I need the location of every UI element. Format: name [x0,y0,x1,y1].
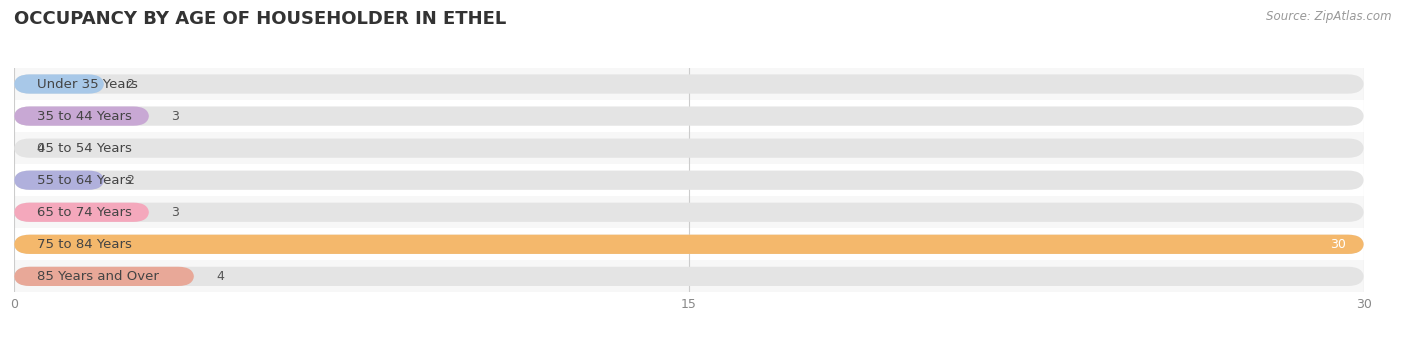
Text: 2: 2 [127,174,135,187]
FancyBboxPatch shape [14,267,194,286]
Text: 4: 4 [217,270,225,283]
Text: OCCUPANCY BY AGE OF HOUSEHOLDER IN ETHEL: OCCUPANCY BY AGE OF HOUSEHOLDER IN ETHEL [14,10,506,28]
FancyBboxPatch shape [14,106,1364,126]
Text: 75 to 84 Years: 75 to 84 Years [37,238,131,251]
FancyBboxPatch shape [14,203,1364,222]
Text: Source: ZipAtlas.com: Source: ZipAtlas.com [1267,10,1392,23]
FancyBboxPatch shape [14,106,149,126]
Text: Under 35 Years: Under 35 Years [37,78,138,90]
FancyBboxPatch shape [14,235,1364,254]
FancyBboxPatch shape [14,74,104,94]
FancyBboxPatch shape [14,203,149,222]
FancyBboxPatch shape [14,74,1364,94]
Bar [14,100,1364,132]
Text: 0: 0 [37,142,45,155]
Text: 3: 3 [172,109,180,123]
Bar [14,228,1364,260]
Text: 2: 2 [127,78,135,90]
Bar [14,164,1364,196]
Bar [14,260,1364,292]
FancyBboxPatch shape [14,138,1364,158]
Text: 35 to 44 Years: 35 to 44 Years [37,109,131,123]
Text: 85 Years and Over: 85 Years and Over [37,270,159,283]
FancyBboxPatch shape [14,171,104,190]
Text: 65 to 74 Years: 65 to 74 Years [37,206,131,219]
Bar [14,196,1364,228]
Bar [14,68,1364,100]
FancyBboxPatch shape [14,267,1364,286]
Text: 45 to 54 Years: 45 to 54 Years [37,142,131,155]
Bar [14,132,1364,164]
FancyBboxPatch shape [14,171,1364,190]
FancyBboxPatch shape [14,235,1364,254]
Text: 55 to 64 Years: 55 to 64 Years [37,174,131,187]
Text: 30: 30 [1330,238,1346,251]
Text: 3: 3 [172,206,180,219]
